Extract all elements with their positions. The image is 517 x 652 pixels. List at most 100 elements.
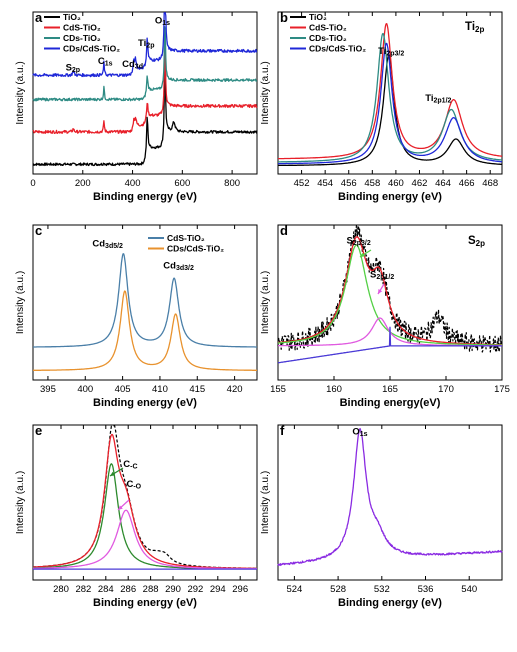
x-tick-label: 282 — [75, 584, 91, 595]
x-tick-label: 395 — [40, 384, 56, 395]
x-tick-label: 200 — [75, 178, 91, 189]
panel-a: 0 200 400 600 800 Binding energy (eV) Intensit… — [15, 10, 258, 203]
x-tick-label: 170 — [438, 384, 454, 395]
x-tick-label: 400 — [125, 178, 141, 189]
x-tick-label: 410 — [152, 384, 168, 395]
x-axis-title: Binding energy (eV) — [93, 397, 197, 409]
series-line-0 — [277, 427, 503, 567]
x-tick-label: 536 — [418, 584, 434, 595]
x-tick-label: 532 — [374, 584, 390, 595]
series-line-fit — [32, 433, 258, 570]
y-axis-title: Intensity (a.u.) — [15, 271, 26, 334]
x-axis-title: Binding energy(eV) — [340, 397, 441, 409]
legend-label: CDs-TiO₂ — [63, 33, 101, 43]
series-line-background — [277, 326, 503, 364]
series-line-cds-tio- — [32, 26, 258, 102]
x-axis-title: Binding energy (eV) — [93, 191, 197, 203]
series-line-cds-tio- — [32, 45, 258, 134]
panel-label: e — [35, 423, 42, 438]
legend-label: CdS-TiO₂ — [309, 23, 347, 33]
peak-annotation: Cd3d — [122, 59, 143, 71]
peak-annotation: Ti2p1/2 — [425, 93, 451, 105]
x-tick-label: 294 — [210, 584, 226, 595]
legend-label: TiO₂ — [309, 12, 327, 22]
plot-frame — [277, 424, 503, 581]
panel-c: 395 400 405 410 415 420 Binding energy (eV) Int… — [15, 223, 258, 409]
x-tick-label: 286 — [120, 584, 136, 595]
x-tick-label: 600 — [174, 178, 190, 189]
panel-d: 155 160 165 170 175 Binding energy(eV) Intensi… — [260, 223, 510, 409]
peak-annotation: Cd3d3/2 — [163, 260, 194, 272]
series-line-cds-tio- — [277, 23, 503, 160]
x-tick-label: 280 — [53, 584, 69, 595]
panel-b: 452 454 456 458 460 462 464 466 468 Binding energ… — [260, 10, 503, 203]
series-line-cds-cds-tio- — [32, 290, 258, 371]
panel-label: a — [35, 10, 43, 25]
panel-label: b — [280, 10, 288, 25]
plot-frame — [277, 11, 503, 175]
x-tick-label: 290 — [165, 584, 181, 595]
series-line-cds-cds-tio- — [32, 12, 258, 78]
panel-e: 280 282 284 286 288 290 292 294 296 Binding energ… — [15, 423, 258, 609]
peak-annotation: S2p3/2 — [347, 236, 371, 248]
x-axis-title: Binding energy (eV) — [338, 597, 442, 609]
series-line-c-o — [32, 509, 258, 570]
pointer-arrowhead — [118, 505, 123, 510]
panel-label: c — [35, 223, 42, 238]
x-tick-label: 540 — [461, 584, 477, 595]
pointer-arrowhead — [378, 289, 383, 294]
x-tick-label: 468 — [482, 178, 498, 189]
legend-label: CDs/CdS-TiO₂ — [309, 44, 366, 54]
x-tick-label: 288 — [143, 584, 159, 595]
x-tick-label: 296 — [232, 584, 248, 595]
plot-frame — [32, 224, 258, 381]
peak-annotation: O1s — [352, 426, 367, 438]
x-tick-label: 524 — [286, 584, 302, 595]
panel-label: f — [280, 423, 285, 438]
x-tick-label: 458 — [364, 178, 380, 189]
legend-label: CDs/CdS-TiO₂ — [167, 244, 224, 254]
x-tick-label: 0 — [30, 178, 35, 189]
x-tick-label: 175 — [494, 384, 510, 395]
legend-label: CdS-TiO₂ — [63, 23, 101, 33]
pointer-arrowhead — [360, 252, 365, 257]
y-axis-title: Intensity (a.u.) — [260, 471, 271, 534]
series-line-raw — [277, 225, 503, 353]
y-axis-title: Intensity (a.u.) — [15, 471, 26, 534]
peak-annotation: C-C — [123, 459, 137, 471]
x-tick-label: 452 — [294, 178, 310, 189]
peak-annotation: S2p1/2 — [370, 270, 394, 282]
peak-annotation: Ti2p — [138, 38, 154, 50]
x-tick-label: 462 — [412, 178, 428, 189]
x-tick-label: 284 — [98, 584, 114, 595]
panel-f: 524 528 532 536 540 Binding energy (eV) Intens… — [260, 423, 503, 609]
plot-frame — [32, 11, 258, 175]
peak-annotation: O1s — [155, 15, 170, 27]
series-line-cds-tio- — [32, 253, 258, 348]
x-tick-label: 420 — [227, 384, 243, 395]
x-tick-label: 160 — [326, 384, 342, 395]
x-tick-label: 405 — [115, 384, 131, 395]
x-tick-label: 292 — [187, 584, 203, 595]
peak-annotation: Cd3d5/2 — [92, 239, 123, 251]
y-axis-title: Intensity (a.u.) — [260, 61, 271, 124]
pointer-arrowhead — [110, 471, 115, 476]
legend-label: TiO₂ — [63, 12, 81, 22]
legend-label: CDs-TiO₂ — [309, 33, 347, 43]
x-tick-label: 800 — [224, 178, 240, 189]
legend-label: CDs/CdS-TiO₂ — [63, 44, 120, 54]
legend-label: CdS-TiO₂ — [167, 233, 205, 243]
y-axis-title: Intensity (a.u.) — [15, 61, 26, 124]
x-tick-label: 415 — [189, 384, 205, 395]
panel-title: Ti2p — [465, 21, 484, 34]
series-line-raw — [32, 425, 258, 569]
x-tick-label: 454 — [317, 178, 333, 189]
x-tick-label: 464 — [435, 178, 451, 189]
panel-label: d — [280, 223, 288, 238]
peak-annotation: S2p — [66, 62, 81, 74]
x-tick-label: 466 — [459, 178, 475, 189]
x-tick-label: 165 — [382, 384, 398, 395]
peak-annotation: C1s — [98, 56, 113, 67]
x-tick-label: 400 — [77, 384, 93, 395]
